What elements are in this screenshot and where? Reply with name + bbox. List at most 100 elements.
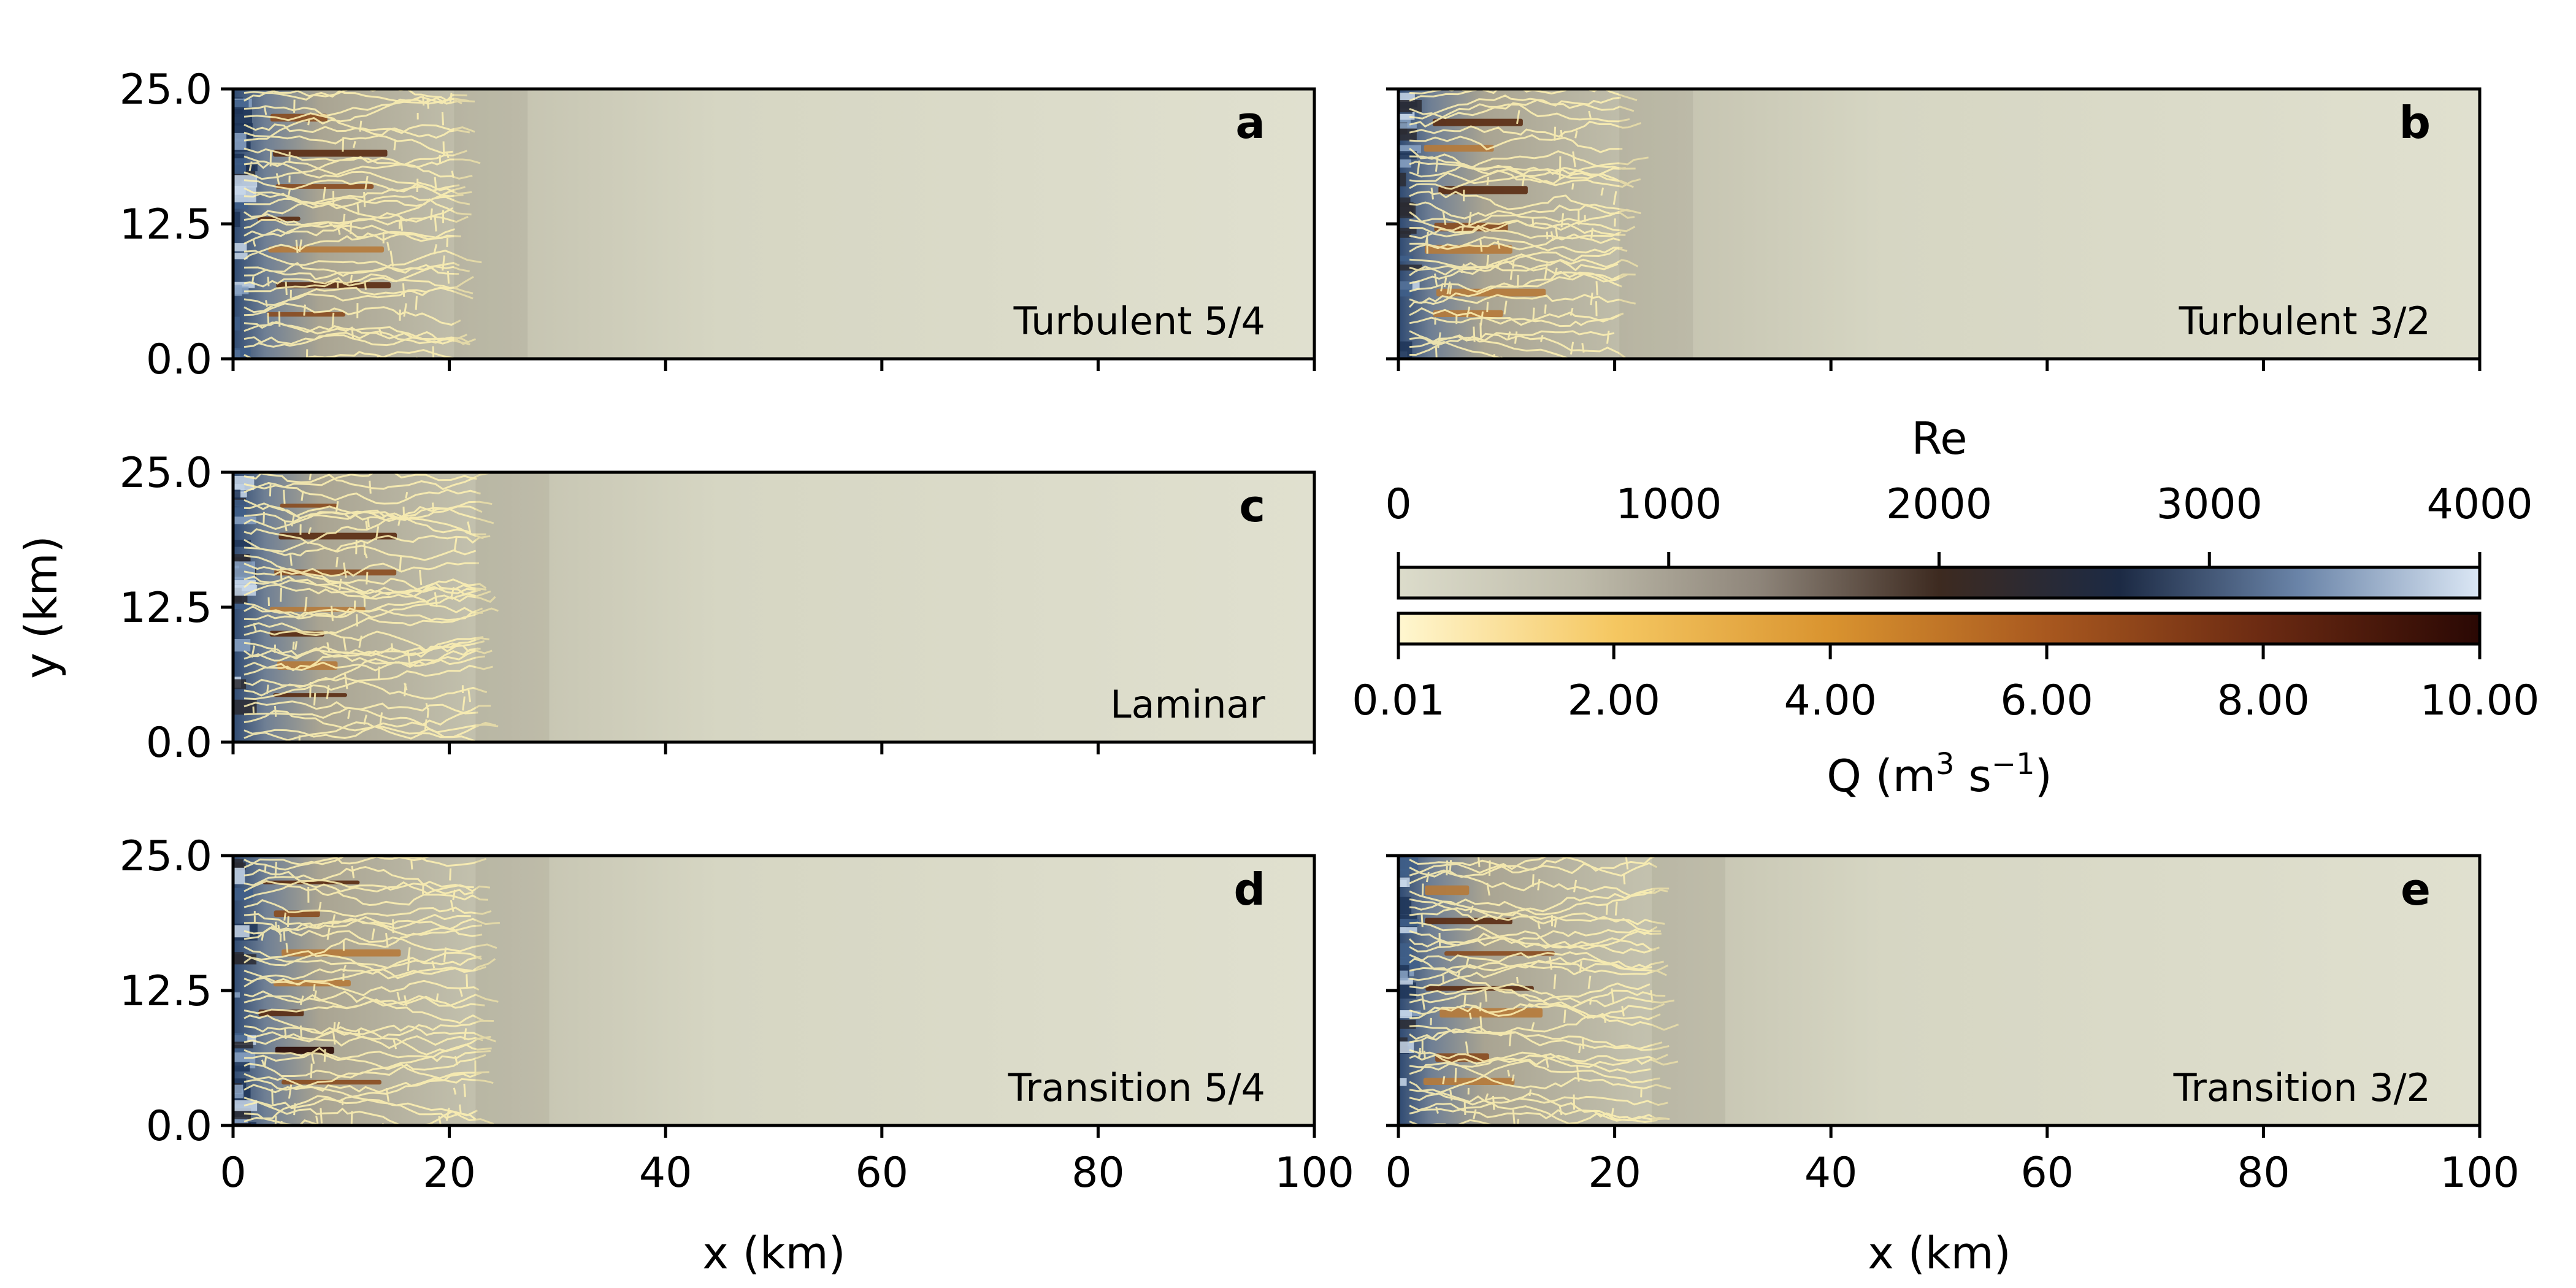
panel-axes: 0.0 12.5 25.0	[120, 66, 1316, 384]
channel-streak	[1425, 885, 1470, 895]
inlet-patch	[1398, 978, 1413, 985]
panel-texture	[233, 472, 550, 742]
x-tick-label: 40	[639, 1149, 692, 1197]
front-shade	[1652, 856, 1726, 1125]
inlet-patch	[233, 158, 247, 174]
panel-texture	[1398, 89, 1693, 359]
panel-title: Transition 5/4	[1008, 1065, 1265, 1110]
colorbar-re: Re 0 1000 2000 3000 4000	[1385, 413, 2533, 600]
y-tick-label: 12.5	[120, 584, 212, 632]
x-tick-label: 60	[2021, 1149, 2074, 1197]
panel-letter: a	[1235, 97, 1265, 148]
colorbar-re-tick-label: 4000	[2426, 480, 2532, 529]
inlet-patch	[233, 253, 248, 259]
panel-letter: c	[1239, 480, 1265, 532]
front-shade	[475, 856, 550, 1125]
channel-streak	[282, 1079, 381, 1085]
inlet-patch	[233, 489, 241, 499]
panel-title: Transition 3/2	[2173, 1065, 2431, 1110]
colorbar-re-ticks: 0 1000 2000 3000 4000	[1385, 480, 2533, 567]
panel-a: a Turbulent 5/4 0.0 12.5 25.0	[120, 66, 1316, 384]
inlet-patch	[1398, 197, 1411, 207]
x-tick-label: 60	[856, 1149, 909, 1197]
panel-e: e Transition 3/2 0 20 40 60 80 100	[1385, 854, 2520, 1197]
inlet-patch	[233, 1047, 245, 1052]
colorbar-q-bar	[1397, 611, 2482, 646]
x-tick-label: 100	[1275, 1149, 1354, 1197]
x-tick-label: 100	[2440, 1149, 2520, 1197]
inlet-patch	[1398, 970, 1408, 981]
panel-axes: 0 20 40 60 80 100 0.0 12.5 25.0	[120, 832, 1354, 1197]
panel-texture	[233, 89, 528, 359]
inlet-patch	[233, 925, 250, 938]
colorbar-re-label: Re	[1911, 413, 1967, 464]
y-tick-label: 0.0	[146, 719, 212, 767]
x-tick-label: 80	[1071, 1149, 1125, 1197]
colorbar-re-tick-label: 2000	[1886, 480, 1992, 529]
inlet-patch	[233, 516, 257, 524]
x-tick-label: 0	[220, 1149, 246, 1197]
inlet-patch	[1398, 123, 1417, 129]
inlet-patch	[233, 212, 240, 228]
y-axis-label: y (km)	[15, 535, 67, 679]
panel-d: d Transition 5/4 0 20 40 60 80 100 0.0 12.5 25.0	[120, 832, 1354, 1197]
panel-b: b Turbulent 3/2	[1386, 87, 2482, 371]
channel-streak	[273, 150, 388, 157]
inlet-patch	[233, 99, 249, 109]
inlet-patch	[233, 316, 240, 331]
channel-network	[243, 472, 499, 742]
channel-streak	[1424, 145, 1494, 152]
inlet-patch	[1398, 877, 1410, 887]
colorbar-q-tick-label: 4.00	[1784, 677, 1876, 725]
inlet-patch	[233, 867, 245, 884]
inlet-patch	[233, 540, 251, 547]
channel-streak	[1438, 186, 1528, 194]
inlet-patch	[233, 639, 251, 652]
inlet-patch	[1398, 919, 1419, 927]
y-tick-label: 0.0	[146, 1102, 212, 1151]
inlet-patch	[1398, 943, 1413, 959]
channel-streak	[266, 312, 345, 317]
panel-texture	[1398, 856, 1726, 1125]
inlet-patch	[233, 243, 247, 251]
inlet-patch	[233, 859, 243, 869]
channel-streak	[1432, 118, 1523, 126]
y-tick-label: 12.5	[120, 201, 212, 249]
inlet-patch	[233, 887, 253, 901]
colorbar-q-tick-label: 8.00	[2217, 677, 2309, 725]
inlet-patch	[1398, 897, 1412, 914]
inlet-patch	[233, 175, 258, 188]
inlet-patch	[1398, 172, 1406, 186]
x-tick-label: 20	[1588, 1149, 1641, 1197]
colorbar-re-tick-label: 1000	[1616, 480, 1722, 529]
channel-streak	[1435, 1053, 1489, 1062]
colorbar-q-tick-label: 2.00	[1567, 677, 1660, 725]
colorbar-q-tick-label: 6.00	[2000, 677, 2093, 725]
front-shade	[1619, 89, 1693, 359]
inlet-patch	[1398, 228, 1417, 234]
inlet-patch	[1398, 231, 1411, 238]
panel-texture	[233, 856, 550, 1125]
panel-title: Turbulent 3/2	[2179, 299, 2431, 343]
channel-network	[243, 856, 500, 1125]
channel-network	[1408, 89, 1649, 359]
y-tick-label: 25.0	[120, 832, 212, 881]
inlet-patch	[233, 1041, 253, 1049]
panel-title: Laminar	[1110, 682, 1265, 727]
y-tick-label: 12.5	[120, 967, 212, 1016]
y-tick-label: 25.0	[120, 449, 212, 497]
inlet-patch	[233, 132, 247, 150]
inlet-patch	[1398, 341, 1413, 359]
colorbar-re-bar	[1397, 565, 2482, 600]
inlet-patch	[233, 475, 255, 491]
panel-title: Turbulent 5/4	[1013, 299, 1265, 343]
inlet-patch	[233, 499, 249, 507]
y-tick-label: 0.0	[146, 335, 212, 384]
panel-letter: d	[1233, 864, 1265, 915]
inlet-patch	[233, 952, 244, 964]
inlet-patch	[1398, 868, 1409, 877]
colorbar-re-tick-label: 3000	[2156, 480, 2263, 529]
inlet-patch	[233, 1108, 251, 1119]
panel-letter: b	[2399, 97, 2431, 148]
